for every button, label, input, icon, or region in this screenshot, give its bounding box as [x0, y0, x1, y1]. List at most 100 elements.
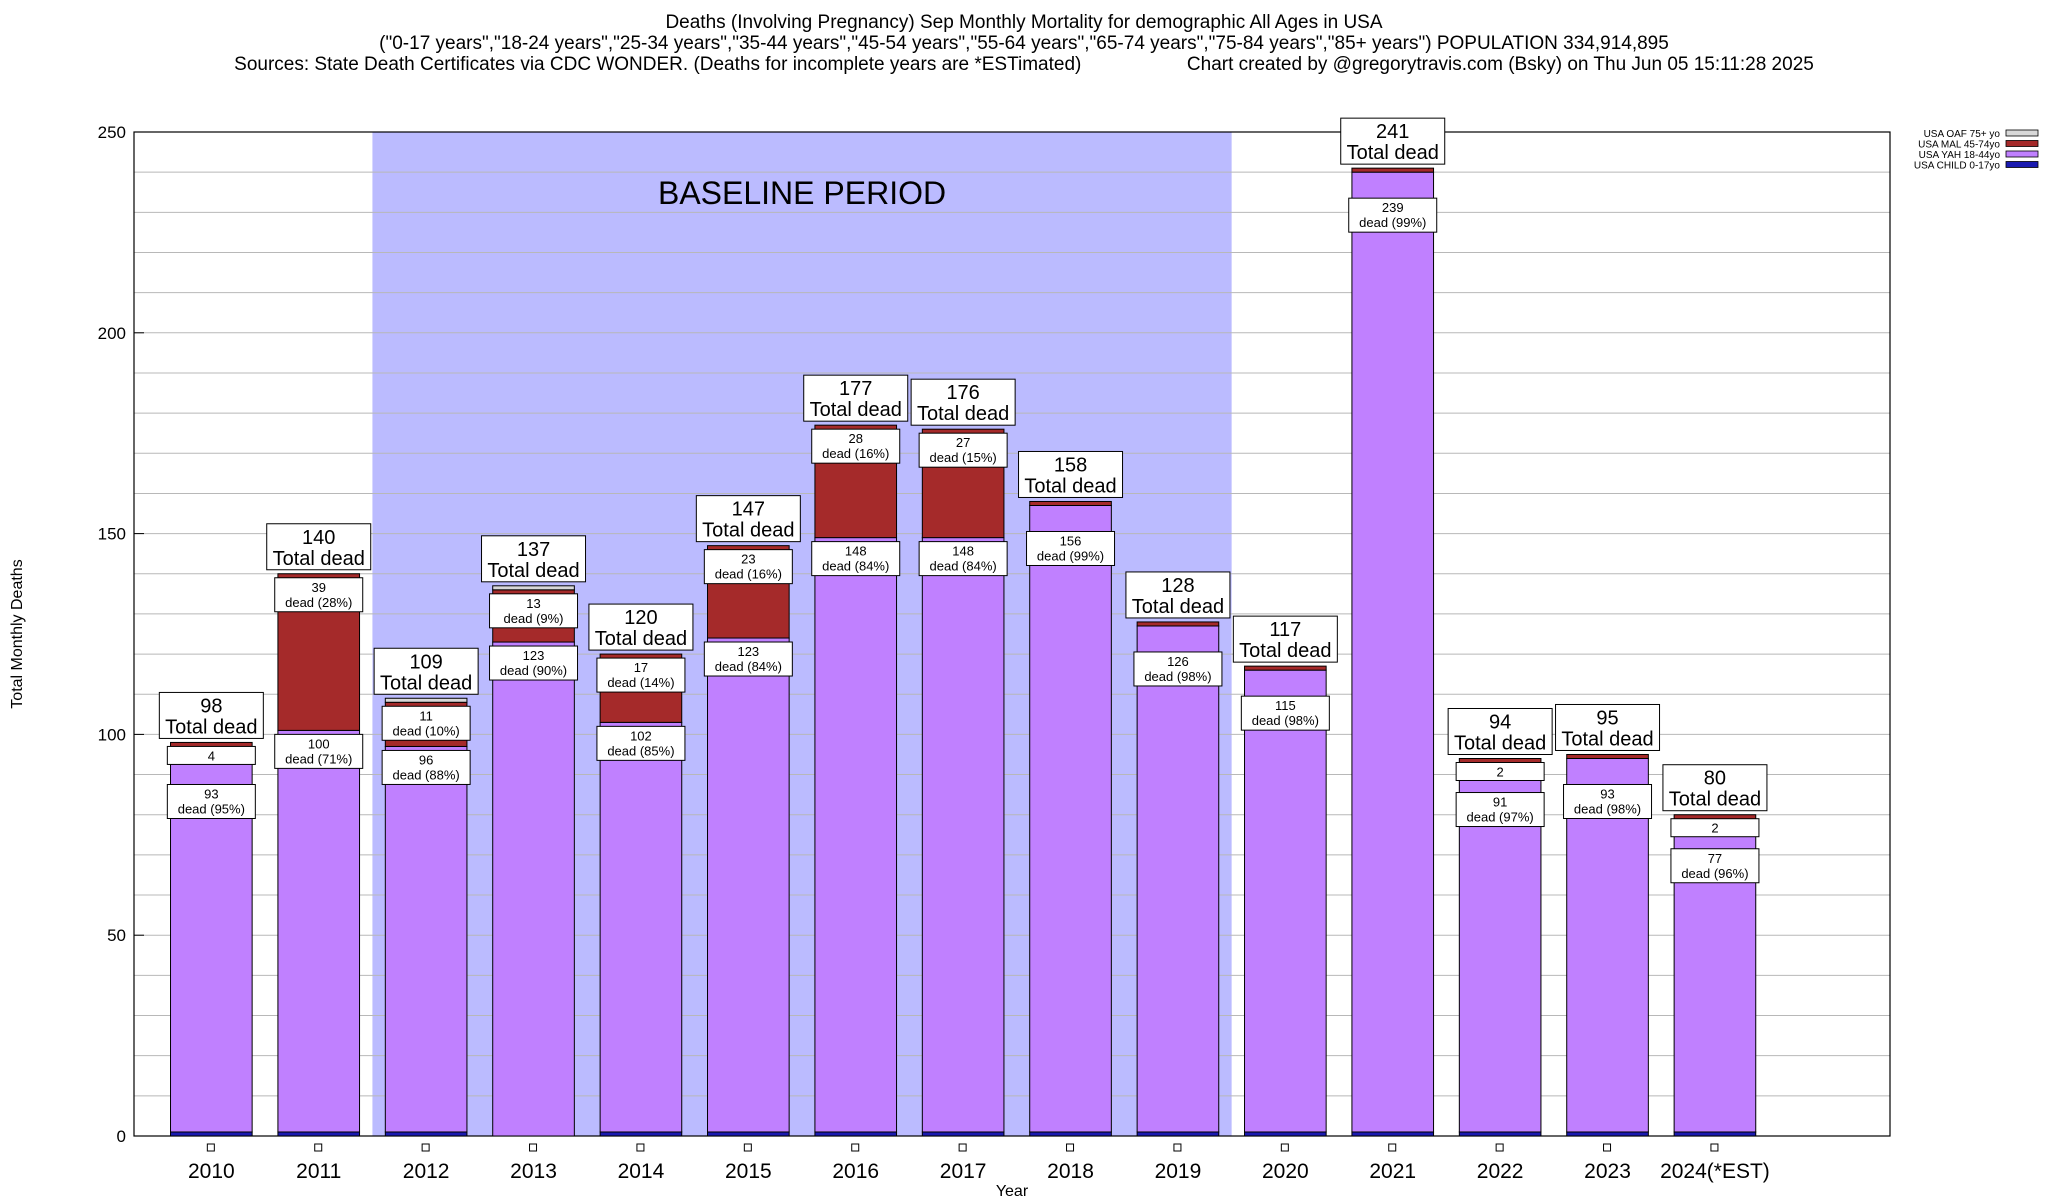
x-tick-label: 2010	[188, 1160, 235, 1183]
x-tick-marker	[1603, 1143, 1612, 1152]
chart-source-line: Sources: State Death Certificates via CD…	[0, 54, 2048, 75]
segment-count-label: 93	[204, 786, 218, 801]
chart-credit: Chart created by @gregorytravis.com (Bsk…	[1186, 54, 1814, 75]
y-tick-label: 200	[98, 324, 126, 343]
segment-label-box	[703, 641, 793, 677]
x-axis-title: Year	[996, 1183, 1029, 1200]
segment-count-label: 28	[848, 431, 862, 446]
x-tick-label: 2015	[725, 1160, 772, 1183]
total-value-label: 241	[1376, 121, 1409, 143]
plot-frame	[133, 131, 1891, 1137]
total-value-label: 98	[200, 695, 222, 717]
total-caption-label: Total dead	[1454, 732, 1546, 754]
segment-label-box	[596, 657, 686, 693]
total-value-label: 158	[1054, 454, 1087, 476]
total-label-box	[481, 535, 587, 583]
segment-percent-label: dead (10%)	[393, 723, 460, 738]
x-tick-marker	[1710, 1143, 1719, 1152]
total-label-box	[1340, 117, 1446, 165]
x-tick-label: 2022	[1477, 1160, 1524, 1183]
total-value-label: 117	[1269, 619, 1301, 641]
total-label-box	[158, 691, 264, 739]
bar-segment	[707, 1131, 790, 1137]
segment-label-box	[596, 725, 686, 761]
segment-percent-label: dead (98%)	[1574, 801, 1641, 816]
segment-label-box	[1670, 848, 1760, 884]
segment-count-label: 27	[956, 435, 970, 450]
bar-segment	[599, 721, 683, 1133]
segment-count-label: 156	[1060, 533, 1082, 548]
segment-label-box	[1133, 651, 1223, 687]
total-value-label: 137	[517, 539, 550, 561]
bar-segment	[1566, 753, 1649, 759]
total-caption-label: Total dead	[1561, 728, 1653, 750]
segment-label-box	[918, 432, 1008, 468]
segment-percent-label: dead (97%)	[1467, 810, 1534, 825]
total-label-box	[910, 378, 1016, 426]
segment-count-label: 100	[308, 736, 330, 751]
bar-segment	[1673, 1131, 1757, 1137]
x-tick-marker	[636, 1143, 645, 1152]
total-label-box	[1662, 764, 1768, 812]
bar-segment	[1244, 669, 1327, 1133]
segment-label-box	[274, 577, 364, 613]
total-value-label: 128	[1161, 575, 1194, 597]
x-tick-marker	[1388, 1143, 1397, 1152]
total-value-label: 95	[1596, 707, 1618, 729]
segment-label-box	[1670, 818, 1760, 838]
segment-count-label: 4	[208, 748, 215, 763]
bar-segment	[1351, 1131, 1435, 1137]
x-tick-marker	[206, 1143, 215, 1152]
segment-label-box	[166, 745, 256, 765]
bar-segment	[492, 585, 575, 591]
total-label-box	[1555, 703, 1661, 751]
chart-subtitle: ("0-17 years","18-24 years","25-34 years…	[379, 33, 1669, 54]
segment-label-box	[274, 733, 364, 769]
x-tick-marker	[851, 1143, 860, 1152]
segment-label-box	[1026, 530, 1116, 566]
segment-label-box	[811, 428, 901, 464]
x-tick-marker	[314, 1143, 323, 1152]
segment-percent-label: dead (88%)	[393, 767, 460, 782]
y-tick-label: 50	[107, 926, 126, 945]
segment-percent-label: dead (98%)	[1144, 669, 1211, 684]
total-caption-label: Total dead	[810, 399, 902, 421]
segment-count-label: 39	[311, 580, 325, 595]
segment-label-box	[381, 749, 471, 785]
x-tick-label: 2014	[618, 1160, 665, 1183]
total-value-label: 177	[839, 378, 872, 400]
x-tick-label: 2017	[940, 1160, 987, 1183]
total-caption-label: Total dead	[165, 716, 257, 738]
segment-label-box	[1348, 197, 1438, 233]
total-label-box	[266, 523, 372, 571]
y-axis-title: Total Monthly Deaths	[9, 559, 26, 708]
legend-swatch	[2005, 161, 2039, 168]
bar-segment	[1136, 1131, 1220, 1137]
bar-segment	[1136, 625, 1220, 1133]
bar-segment	[707, 637, 790, 1133]
segment-percent-label: dead (16%)	[822, 446, 889, 461]
segment-count-label: 96	[419, 752, 433, 767]
segment-count-label: 239	[1382, 200, 1404, 215]
legend-swatch	[2005, 129, 2039, 137]
segment-label-box	[811, 541, 901, 577]
segment-count-label: 93	[1600, 786, 1614, 801]
x-tick-label: 2020	[1262, 1160, 1309, 1183]
segment-percent-label: dead (14%)	[607, 675, 674, 690]
segment-label-box	[166, 783, 256, 819]
y-tick-label: 250	[98, 123, 126, 142]
bar-segment	[1029, 500, 1112, 506]
total-caption-label: Total dead	[380, 672, 472, 694]
segment-label-box	[1455, 792, 1545, 828]
segment-percent-label: dead (15%)	[930, 450, 997, 465]
total-value-label: 147	[732, 499, 765, 521]
segment-count-label: 13	[526, 596, 540, 611]
segment-percent-label: dead (71%)	[285, 751, 352, 766]
segment-percent-label: dead (84%)	[715, 659, 782, 674]
bar-segment	[1458, 1131, 1542, 1137]
legend-label: USA CHILD 0-17yo	[1914, 161, 2001, 172]
bar-segment	[814, 537, 898, 1133]
segment-percent-label: dead (96%)	[1681, 866, 1748, 881]
segment-count-label: 11	[419, 708, 433, 723]
